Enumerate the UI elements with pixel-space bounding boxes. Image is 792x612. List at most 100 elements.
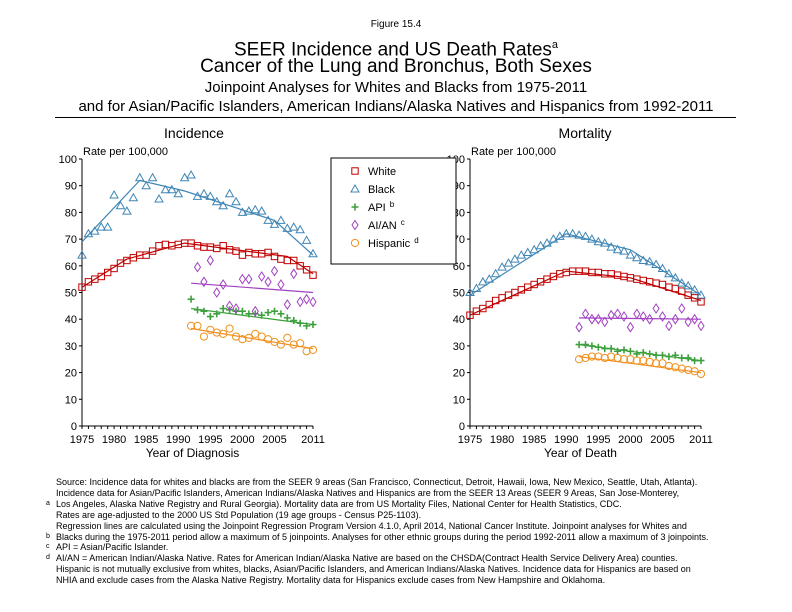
data-point	[678, 287, 686, 295]
data-point	[594, 343, 602, 351]
data-point	[612, 244, 623, 254]
x-tick-label: 2005	[262, 434, 286, 446]
data-point	[193, 321, 202, 330]
footnote-line: Blacks during the 1975-2011 period allow…	[56, 531, 709, 542]
x-tick-label: 1975	[458, 434, 482, 446]
y-tick-label: 30	[453, 341, 465, 353]
data-point	[594, 352, 603, 361]
data-point	[646, 350, 654, 358]
data-point	[218, 200, 229, 210]
series-black	[77, 170, 318, 259]
series-hispanic	[574, 352, 706, 379]
legend-marker	[350, 238, 360, 248]
chart-incidence: Incidence Rate per 100,000 Year of Diagnos…	[59, 125, 325, 460]
data-point	[484, 274, 495, 283]
data-point	[302, 347, 311, 356]
data-point	[110, 264, 118, 273]
legend-label-text: Hispanic	[368, 238, 411, 250]
data-point	[77, 250, 87, 259]
data-point	[219, 305, 227, 313]
data-point	[575, 341, 583, 349]
x-axis-label: Year of Diagnosis	[146, 446, 240, 460]
y-tick-label: 0	[71, 421, 77, 433]
data-point	[510, 254, 520, 263]
data-point	[96, 222, 107, 231]
data-point	[601, 345, 609, 353]
legend-label-superscript: d	[414, 236, 418, 245]
footnote-line: Regression lines are calculated using th…	[56, 520, 687, 531]
data-point	[251, 305, 259, 317]
data-point	[651, 259, 661, 268]
x-tick-label: 1985	[134, 434, 158, 446]
x-tick-label: 2000	[618, 434, 642, 446]
data-point	[620, 346, 628, 354]
data-point	[535, 240, 546, 250]
y-tick-label: 100	[59, 154, 77, 166]
trend-line	[469, 233, 702, 296]
x-tick-label: 1990	[166, 434, 190, 446]
data-point	[187, 295, 195, 303]
data-point	[213, 244, 221, 253]
data-point	[213, 287, 221, 298]
data-point	[288, 222, 299, 231]
data-point	[289, 340, 298, 349]
data-point	[684, 354, 692, 362]
y-tick-label: 40	[65, 314, 77, 326]
data-point	[587, 234, 597, 243]
data-point	[244, 333, 253, 342]
data-point	[664, 361, 674, 371]
series-api	[575, 341, 705, 365]
data-point	[516, 250, 527, 259]
legend-marker	[351, 203, 359, 211]
data-point	[283, 333, 292, 342]
data-point	[283, 299, 291, 310]
data-point	[309, 321, 317, 329]
data-point	[238, 335, 247, 344]
data-point	[614, 347, 622, 355]
data-point	[296, 339, 305, 348]
data-point	[270, 265, 279, 277]
data-point	[309, 296, 317, 308]
data-point	[697, 357, 705, 365]
trend-line	[81, 242, 314, 288]
data-point	[619, 355, 629, 364]
data-point	[179, 172, 190, 182]
data-point	[485, 300, 493, 309]
legend-label-text: API	[368, 202, 386, 214]
data-point	[613, 308, 622, 320]
data-point	[122, 206, 132, 215]
x-tick-label: 2011	[301, 434, 325, 446]
y-tick-label: 80	[65, 207, 77, 219]
data-point	[155, 242, 163, 250]
chart-subtitle-other-groups: and for Asian/Pacific Islanders, America…	[78, 98, 714, 115]
data-point	[503, 258, 514, 267]
data-point	[231, 196, 241, 206]
data-point	[554, 231, 565, 240]
data-point	[269, 219, 280, 228]
data-point	[134, 172, 145, 182]
data-point	[638, 255, 649, 264]
data-point	[588, 342, 596, 350]
data-point	[243, 206, 254, 215]
data-point	[290, 268, 298, 280]
legend-marker	[351, 219, 359, 231]
data-point	[639, 311, 647, 322]
panel-title: Mortality	[559, 125, 612, 141]
data-point	[264, 248, 272, 257]
data-point	[671, 363, 680, 372]
data-point	[678, 303, 686, 314]
legend-label: API b	[368, 200, 395, 214]
data-point	[594, 313, 602, 325]
legend-label: Black	[368, 184, 395, 196]
data-point	[160, 184, 171, 194]
data-point	[683, 280, 694, 290]
series-white	[78, 239, 317, 291]
data-point	[466, 311, 474, 319]
data-point	[258, 311, 266, 319]
data-point	[109, 190, 119, 199]
trend-line	[191, 307, 314, 326]
chart-subtitle-whites-blacks: Joinpoint Analyses for Whites and Blacks…	[204, 79, 588, 96]
data-point	[599, 238, 610, 247]
data-point	[277, 255, 285, 263]
data-point	[696, 290, 706, 299]
